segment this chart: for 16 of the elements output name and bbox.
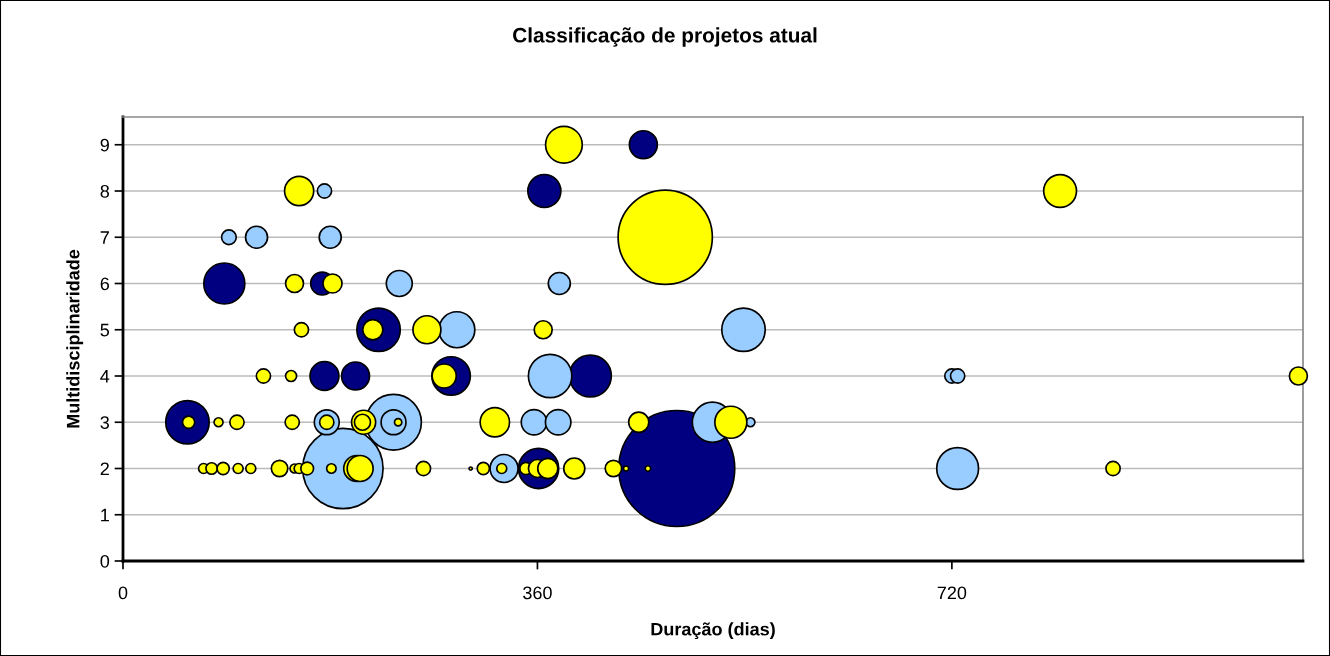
y-tick-label: 1 xyxy=(101,508,109,522)
y-tick-label: 4 xyxy=(100,370,110,383)
y-tick-label: 5 xyxy=(100,323,110,337)
y-axis-title: Multidisciplinaridade xyxy=(66,249,84,428)
x-tick-label: 360 xyxy=(523,586,552,600)
y-tick-label: 2 xyxy=(100,462,109,476)
y-tick-label: 6 xyxy=(100,277,110,291)
x-tick-label: 0 xyxy=(118,586,128,600)
y-tick-label: 0 xyxy=(100,554,110,568)
y-tick-label: 7 xyxy=(100,231,109,244)
x-tick-label: 720 xyxy=(937,586,967,600)
chart-title: Classificação de projetos atual xyxy=(513,27,817,47)
y-tick-label: 8 xyxy=(100,184,110,198)
x-axis-title: Duração (dias) xyxy=(651,622,775,640)
y-tick-label: 9 xyxy=(100,138,109,152)
y-tick-label: 3 xyxy=(100,416,110,429)
